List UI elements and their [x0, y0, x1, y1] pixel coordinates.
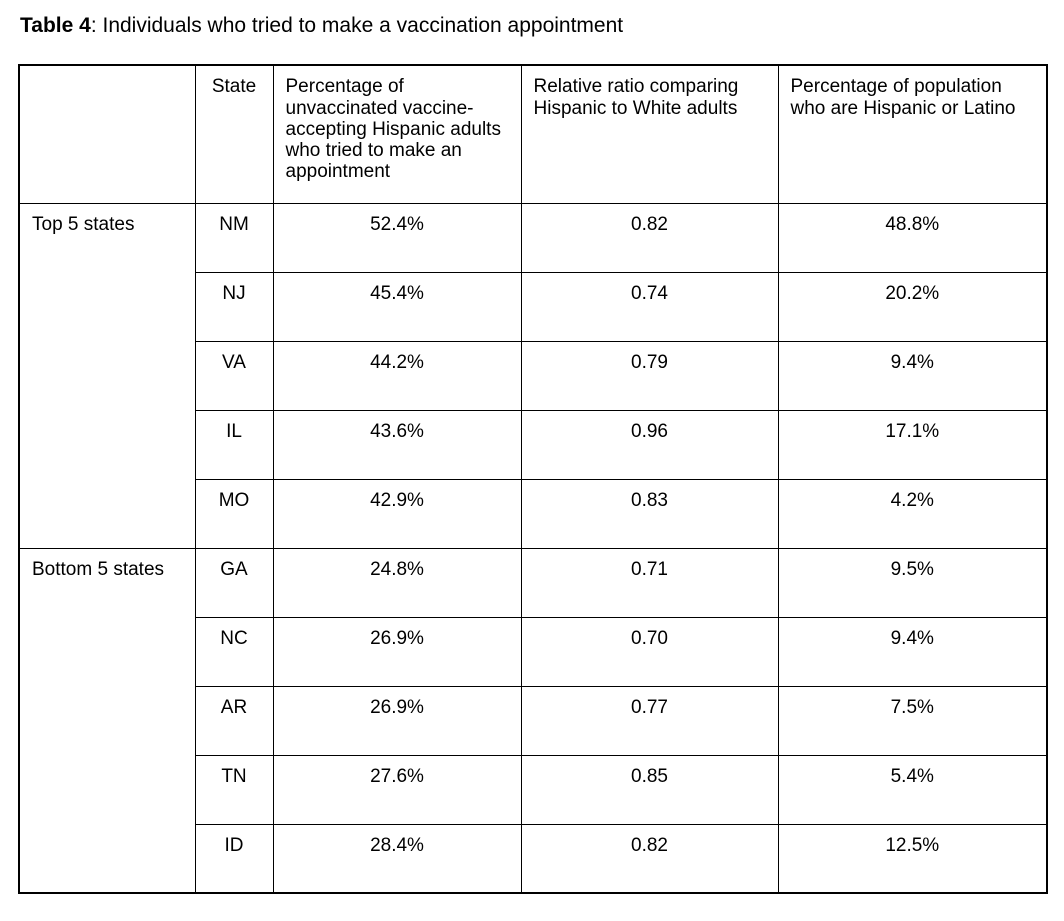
- column-header-pct-pop: Percentage of population who are Hispani…: [777, 64, 1048, 204]
- cell-pct-tried: 43.6%: [272, 409, 522, 480]
- cell-ratio: 0.96: [520, 409, 779, 480]
- cell-state: MO: [194, 478, 274, 549]
- cell-pct-pop: 17.1%: [777, 409, 1048, 480]
- cell-ratio: 0.70: [520, 616, 779, 687]
- column-header-state: State: [194, 64, 274, 204]
- cell-pct-pop: 5.4%: [777, 754, 1048, 825]
- cell-state: IL: [194, 409, 274, 480]
- cell-pct-tried: 44.2%: [272, 340, 522, 411]
- cell-state: ID: [194, 823, 274, 894]
- cell-state: NM: [194, 202, 274, 273]
- table-row: Top 5 states NM 52.4% 0.82 48.8%: [18, 202, 1048, 549]
- group-label-top5: Top 5 states: [18, 202, 196, 549]
- cell-pct-tried: 52.4%: [272, 202, 522, 273]
- table-title: Table 4: Individuals who tried to make a…: [20, 12, 1064, 39]
- vaccination-appointment-table: State Percentage of unvaccinated vaccine…: [18, 64, 1048, 895]
- cell-pct-pop: 20.2%: [777, 271, 1048, 342]
- table-row: IL 43.6% 0.96 17.1%: [19, 409, 1048, 480]
- table-header-row: State Percentage of unvaccinated vaccine…: [18, 64, 1048, 204]
- cell-pct-tried: 42.9%: [272, 478, 522, 549]
- cell-pct-tried: 24.8%: [272, 547, 522, 618]
- table-row: TN 27.6% 0.85 5.4%: [19, 754, 1048, 825]
- table-title-text: : Individuals who tried to make a vaccin…: [90, 14, 624, 37]
- cell-pct-pop: 9.5%: [777, 547, 1048, 618]
- cell-pct-pop: 7.5%: [777, 685, 1048, 756]
- table-row: MO 42.9% 0.83 4.2%: [19, 478, 1048, 549]
- table-title-label: Table 4: [20, 14, 91, 37]
- cell-ratio: 0.79: [520, 340, 779, 411]
- cell-pct-pop: 12.5%: [777, 823, 1048, 894]
- cell-state: GA: [194, 547, 274, 618]
- cell-ratio: 0.82: [520, 202, 779, 273]
- cell-pct-pop: 9.4%: [777, 340, 1048, 411]
- cell-pct-tried: 26.9%: [272, 616, 522, 687]
- cell-state: NJ: [194, 271, 274, 342]
- cell-state: TN: [194, 754, 274, 825]
- cell-pct-tried: 28.4%: [272, 823, 522, 894]
- cell-state: NC: [194, 616, 274, 687]
- table-row: NJ 45.4% 0.74 20.2%: [19, 271, 1048, 342]
- column-header-group: [18, 64, 196, 204]
- cell-pct-tried: 45.4%: [272, 271, 522, 342]
- cell-state: AR: [194, 685, 274, 756]
- cell-pct-pop: 9.4%: [777, 616, 1048, 687]
- cell-ratio: 0.71: [520, 547, 779, 618]
- table-row: ID 28.4% 0.82 12.5%: [19, 823, 1048, 894]
- cell-pct-tried: 27.6%: [272, 754, 522, 825]
- column-header-ratio: Relative ratio comparing Hispanic to Whi…: [520, 64, 779, 204]
- table-row: VA 44.2% 0.79 9.4%: [19, 340, 1048, 411]
- table-row: AR 26.9% 0.77 7.5%: [19, 685, 1048, 756]
- cell-ratio: 0.74: [520, 271, 779, 342]
- cell-ratio: 0.85: [520, 754, 779, 825]
- cell-ratio: 0.82: [520, 823, 779, 894]
- cell-pct-tried: 26.9%: [272, 685, 522, 756]
- cell-pct-pop: 4.2%: [777, 478, 1048, 549]
- group-label-bottom5: Bottom 5 states: [18, 547, 196, 894]
- column-header-pct-tried: Percentage of unvaccinated vaccine-accep…: [272, 64, 522, 204]
- table-row: NC 26.9% 0.70 9.4%: [19, 616, 1048, 687]
- cell-pct-pop: 48.8%: [777, 202, 1048, 273]
- cell-state: VA: [194, 340, 274, 411]
- table-row: Bottom 5 states GA 24.8% 0.71 9.5%: [18, 547, 1048, 894]
- cell-ratio: 0.83: [520, 478, 779, 549]
- cell-ratio: 0.77: [520, 685, 779, 756]
